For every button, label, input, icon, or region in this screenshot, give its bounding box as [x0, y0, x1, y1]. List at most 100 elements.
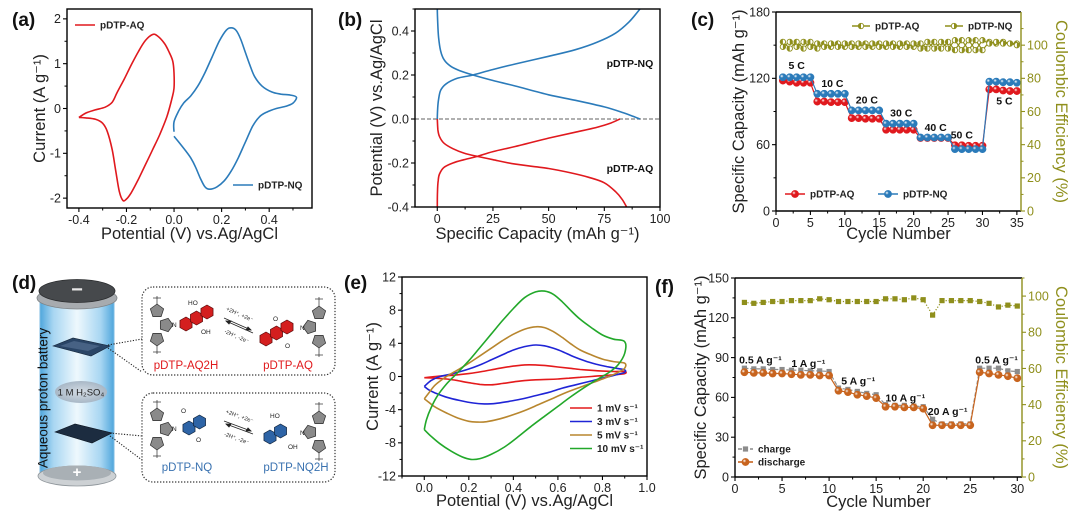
battery-top-cap	[38, 279, 116, 303]
series-line	[436, 118, 628, 208]
y2-tick-label: 40	[1028, 398, 1042, 412]
y-tick-label: 12	[382, 270, 396, 284]
aq2h-rings-icon	[179, 304, 214, 332]
data-point	[785, 73, 794, 82]
marker-fill	[938, 45, 942, 52]
data-point	[924, 38, 931, 45]
marker-fill	[945, 39, 949, 45]
legend-label: pDTP-NQ	[258, 181, 303, 192]
data-point	[1014, 368, 1020, 375]
data-point	[854, 114, 863, 123]
nitrogen-atom-label: N	[172, 322, 177, 329]
y-axis-label: Current (A g⁻¹)	[364, 322, 382, 431]
data-point	[919, 404, 928, 413]
hydroxyl-label: HO	[188, 300, 198, 307]
data-point	[826, 297, 832, 303]
y-tick-label: 180	[749, 5, 770, 19]
series-pdtp-aq	[78, 33, 176, 202]
product-label: pDTP-AQ	[263, 360, 313, 372]
y-tick-label: 60	[715, 391, 729, 405]
data-point	[944, 45, 952, 52]
marker-fill	[954, 23, 957, 29]
annotation-label: 40 C	[925, 122, 948, 134]
x-tick-label: 0.2	[460, 481, 477, 495]
data-point	[815, 371, 824, 380]
y-tick-label: -12	[378, 469, 396, 483]
legend-entry: pDTP-NQ	[233, 181, 303, 192]
carbonyl-label: O	[285, 343, 290, 350]
legend-bottom-right: pDTP-NQ	[233, 181, 303, 192]
legend-label: 1 mV s⁻¹	[597, 404, 639, 415]
x-axis-label: Potential (V) vs.Ag/AgCl	[101, 225, 278, 243]
marker-fill	[941, 39, 944, 45]
data-point	[902, 119, 911, 128]
marker-fill	[989, 40, 993, 47]
legend-label: pDTP-AQ	[100, 21, 145, 32]
data-point	[951, 145, 959, 153]
connector-line	[107, 338, 143, 346]
legend-entry: charge	[738, 445, 791, 456]
data-point	[958, 37, 965, 44]
data-point	[993, 38, 1000, 45]
data-point	[1005, 302, 1011, 308]
chart-panel-b: (b) 0 25 50 75 100 -0.4 -0.2 0.0 0.2 0.4 Specific C…	[338, 8, 670, 243]
carbonyl-label: O	[196, 437, 201, 444]
data-point	[814, 40, 821, 47]
data-point	[834, 89, 842, 98]
series-pdtp-nq	[778, 73, 1021, 153]
x-tick-label: 20	[907, 216, 921, 230]
data-point	[834, 98, 842, 107]
data-point	[779, 38, 787, 45]
series-discharge	[740, 368, 1022, 430]
series-pdtp-aq	[436, 118, 628, 208]
data-point	[977, 365, 983, 371]
x-tick-label: 25	[963, 482, 977, 496]
x-tick-label: 0.2	[213, 213, 230, 227]
data-point	[807, 43, 814, 50]
data-point	[855, 40, 862, 47]
data-point	[768, 369, 777, 378]
series-line	[424, 363, 627, 386]
data-point	[749, 368, 758, 377]
y2-tick-label: 80	[1027, 72, 1041, 86]
marker-fill	[796, 44, 800, 50]
data-point	[840, 89, 849, 98]
data-point	[999, 86, 1008, 95]
y2-tick-label: 80	[1028, 326, 1042, 340]
y2-tick-label: 100	[1028, 289, 1049, 303]
data-point	[1003, 372, 1012, 381]
data-point	[868, 106, 877, 115]
data-point	[813, 89, 822, 98]
marker-fill	[952, 47, 955, 53]
data-point	[792, 73, 801, 82]
data-point	[869, 40, 876, 47]
marker-fill	[858, 23, 861, 29]
data-point	[944, 38, 952, 45]
annotation-label: 30 C	[890, 108, 913, 120]
data-point	[835, 298, 842, 305]
data-point	[751, 300, 757, 306]
data-point	[944, 133, 952, 142]
y-tick-label: 120	[749, 72, 770, 86]
panel-label: (e)	[344, 273, 367, 294]
legend-bottom-left: charge discharge	[738, 445, 806, 469]
data-point	[986, 365, 992, 371]
x-tick-label: 0.4	[260, 213, 277, 227]
data-point	[779, 43, 787, 50]
equilibrium-arrows-icon	[223, 420, 254, 435]
panel-d-schematic: (d) + − 1 M H₂SO₄ Aqueous proton battery	[12, 273, 336, 487]
y-tick-label: 0.4	[392, 24, 409, 38]
data-point	[985, 369, 993, 378]
connector-line	[109, 432, 143, 437]
data-point	[1013, 374, 1022, 383]
x-tick-label: 0.0	[416, 481, 433, 495]
data-point	[751, 366, 757, 372]
data-point	[986, 40, 993, 47]
data-point	[806, 370, 815, 379]
data-point	[793, 43, 800, 50]
legend-top-left: pDTP-AQ	[75, 21, 145, 32]
x-tick-label: 25	[486, 212, 500, 226]
data-point	[999, 40, 1007, 47]
series-line	[172, 27, 298, 190]
data-point	[889, 119, 897, 128]
